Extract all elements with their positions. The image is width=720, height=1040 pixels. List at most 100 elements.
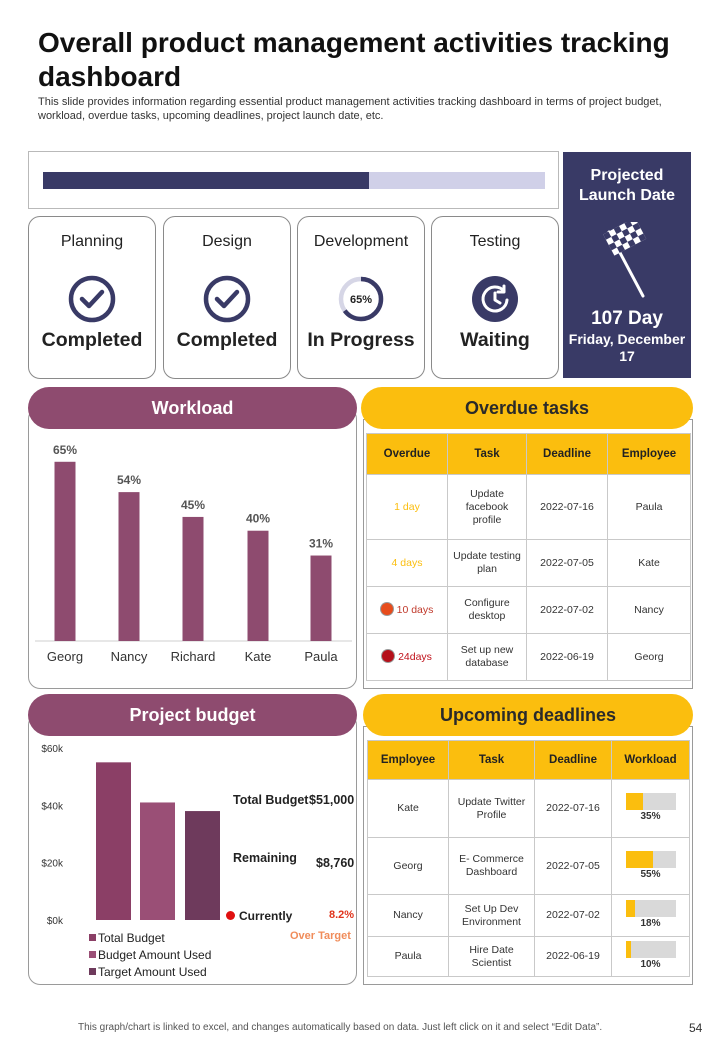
employee-cell: Paula xyxy=(607,474,691,540)
deadline-cell: 2022-07-05 xyxy=(526,539,608,587)
bar-richard xyxy=(182,516,204,641)
workload-fill xyxy=(625,941,631,959)
deadline-cell: 2022-07-16 xyxy=(526,474,608,540)
budget-legend: Total Budget Budget Amount Used Target A… xyxy=(89,930,211,981)
overdue-header: Overdue tasks xyxy=(361,387,693,429)
currently-dot xyxy=(226,911,235,920)
y-tick-label: $60k xyxy=(41,744,64,755)
table-row: Nancy Set Up Dev Environment 2022-07-02 18% xyxy=(367,894,690,937)
stage-status: Completed xyxy=(176,329,278,351)
legend-item: Budget Amount Used xyxy=(89,947,211,964)
category-label: Paula xyxy=(304,649,338,664)
data-label: 65% xyxy=(53,443,77,457)
launch-label: Projected Launch Date xyxy=(578,167,675,204)
stage-name: Testing xyxy=(469,233,521,250)
legend-swatch xyxy=(89,951,96,958)
upcoming-table: Employee Task Deadline Workload Kate Upda… xyxy=(367,740,690,977)
overdue-cell: 1 day xyxy=(366,474,448,540)
currently-label: Currently xyxy=(239,909,293,923)
overdue-cell: 24days xyxy=(366,633,448,681)
launch-date: Friday, December 17 xyxy=(568,331,686,364)
y-tick-label: $0k xyxy=(47,916,64,927)
budget-bar-1 xyxy=(96,762,131,920)
budget-bar-2 xyxy=(140,802,175,920)
employee-cell: Nancy xyxy=(367,894,449,937)
category-label: Richard xyxy=(171,649,216,664)
employee-cell: Kate xyxy=(367,779,449,838)
column-header: Deadline xyxy=(534,740,612,780)
workload-bar xyxy=(625,850,676,868)
column-header: Task xyxy=(447,433,527,475)
overdue-value: 1 day xyxy=(394,500,420,513)
column-header: Overdue xyxy=(366,433,448,475)
check-circle-icon xyxy=(203,275,251,323)
table-row: Georg E- Commerce Dashboard 2022-07-05 55% xyxy=(367,837,690,895)
task-cell: Update facebook profile xyxy=(447,474,527,540)
check-circle-icon xyxy=(68,275,116,323)
category-label: Georg xyxy=(47,649,83,664)
workload-bar xyxy=(625,941,676,959)
bar-nancy xyxy=(118,492,140,641)
category-label: Nancy xyxy=(111,649,148,664)
workload-fill xyxy=(625,793,643,811)
page-subtitle: This slide provides information regardin… xyxy=(38,96,662,122)
overdue-value: 10 days xyxy=(396,604,434,616)
deadline-cell: 2022-07-05 xyxy=(534,837,612,895)
deadline-cell: 2022-07-02 xyxy=(534,894,612,937)
overdue-value: 24days xyxy=(398,651,432,663)
column-header: Employee xyxy=(607,433,691,475)
bar-paula xyxy=(310,555,332,641)
workload-bar xyxy=(625,793,676,811)
column-header: Deadline xyxy=(526,433,608,475)
total-budget-value: $51,000 xyxy=(309,793,355,807)
overdue-table: Overdue Task Deadline Employee 1 day Upda… xyxy=(366,433,691,681)
launch-days: 107 Day xyxy=(591,308,663,329)
stage-card-testing: Testing Waiting xyxy=(431,216,559,379)
employee-cell: Nancy xyxy=(607,586,691,634)
task-cell: Set up new database xyxy=(447,633,527,681)
checkered-flag-icon xyxy=(603,222,647,298)
task-cell: Configure desktop xyxy=(447,586,527,634)
y-tick-label: $40k xyxy=(41,801,64,812)
footer-note: This graph/chart is linked to excel, and… xyxy=(78,1022,603,1033)
table-row: 24days Set up new database 2022-06-19 Georg xyxy=(366,633,691,681)
upcoming-header-row: Employee Task Deadline Workload xyxy=(367,740,690,780)
progress-percent: 65% xyxy=(350,294,372,306)
data-label: 31% xyxy=(309,537,333,551)
upcoming-header: Upcoming deadlines xyxy=(363,694,693,736)
legend-item: Target Amount Used xyxy=(89,964,211,981)
stage-card-development: Development 65% In Progress xyxy=(297,216,425,379)
workload-percent: 35% xyxy=(640,811,661,823)
deadline-cell: 2022-07-16 xyxy=(534,779,612,838)
currently-value: 8.2% xyxy=(329,909,355,921)
overall-progress-panel xyxy=(28,151,559,209)
workload-percent: 18% xyxy=(640,918,661,930)
data-label: 40% xyxy=(246,512,270,526)
workload-percent: 10% xyxy=(640,959,661,971)
overdue-cell: 4 days xyxy=(366,539,448,587)
stage-card-design: Design Completed xyxy=(163,216,291,379)
timer-clock-icon xyxy=(472,276,518,322)
employee-cell: Georg xyxy=(607,633,691,681)
data-label: 54% xyxy=(117,473,141,487)
task-cell: Update testing plan xyxy=(447,539,527,587)
bar-georg xyxy=(54,461,76,641)
stage-status: Waiting xyxy=(460,329,530,351)
projected-launch-panel: Projected Launch Date 107 Day Friday, De… xyxy=(563,152,691,378)
table-row: Kate Update Twitter Profile 2022-07-16 35% xyxy=(367,779,690,838)
legend-swatch xyxy=(89,968,96,975)
task-cell: Hire Date Scientist xyxy=(448,936,535,977)
budget-bar-3 xyxy=(185,811,220,920)
column-header: Employee xyxy=(367,740,449,780)
table-row: 1 day Update facebook profile 2022-07-16 Pa… xyxy=(366,474,691,540)
over-target-label: Over Target xyxy=(290,930,351,942)
remaining-label: Remaining xyxy=(233,851,297,865)
bar-kate xyxy=(247,530,269,641)
budget-header: Project budget xyxy=(28,694,357,736)
workload-cell: 35% xyxy=(611,779,690,838)
workload-panel: 65% Georg 54% Nancy 45% Richard 40% Kate 31% Paul… xyxy=(28,407,357,689)
workload-cell: 10% xyxy=(611,936,690,977)
page-title: Overall product management activities tr… xyxy=(38,27,670,92)
employee-cell: Paula xyxy=(367,936,449,977)
overdue-header-row: Overdue Task Deadline Employee xyxy=(366,433,691,475)
